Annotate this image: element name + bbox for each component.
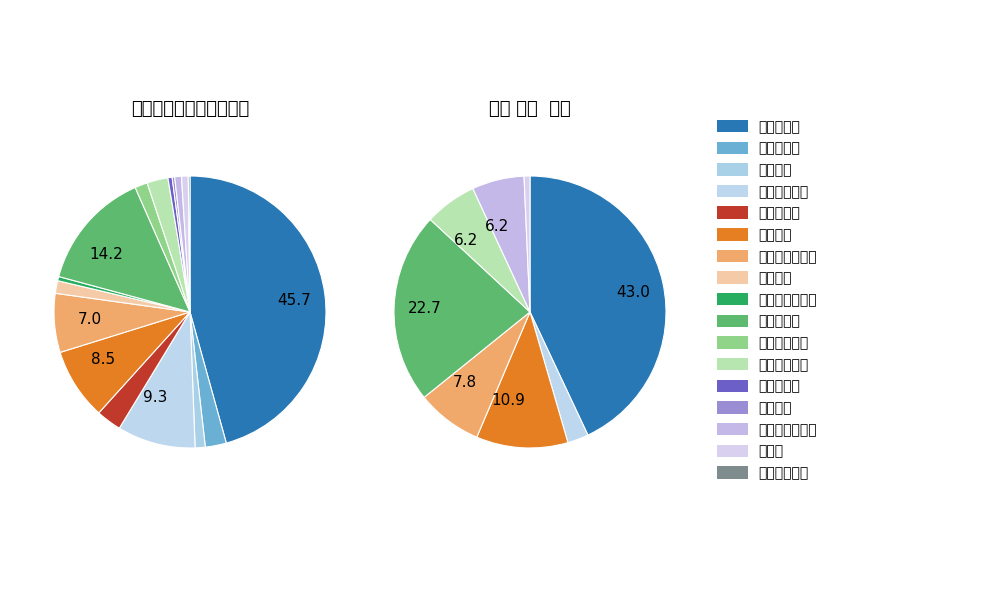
Text: 6.2: 6.2 (454, 233, 478, 248)
Wedge shape (188, 176, 190, 312)
Wedge shape (135, 183, 190, 312)
Wedge shape (190, 312, 226, 447)
Wedge shape (54, 293, 190, 352)
Wedge shape (119, 312, 195, 448)
Wedge shape (147, 178, 190, 312)
Text: 10.9: 10.9 (491, 393, 525, 408)
Wedge shape (168, 177, 190, 312)
Text: 22.7: 22.7 (408, 301, 442, 316)
Title: 若林 楽人  選手: 若林 楽人 選手 (489, 100, 571, 118)
Wedge shape (477, 312, 568, 448)
Text: 14.2: 14.2 (89, 247, 123, 262)
Text: 45.7: 45.7 (278, 293, 311, 308)
Title: パ・リーグ全プレイヤー: パ・リーグ全プレイヤー (131, 100, 249, 118)
Wedge shape (59, 188, 190, 312)
Wedge shape (424, 312, 530, 437)
Wedge shape (172, 177, 190, 312)
Text: 7.0: 7.0 (78, 312, 102, 327)
Wedge shape (60, 312, 190, 413)
Text: 8.5: 8.5 (91, 352, 116, 367)
Wedge shape (181, 176, 190, 312)
Wedge shape (55, 281, 190, 312)
Text: 7.8: 7.8 (453, 375, 477, 390)
Wedge shape (58, 277, 190, 312)
Wedge shape (530, 176, 666, 435)
Wedge shape (190, 176, 326, 443)
Wedge shape (473, 176, 530, 312)
Wedge shape (524, 176, 530, 312)
Wedge shape (175, 176, 190, 312)
Wedge shape (190, 312, 205, 448)
Wedge shape (530, 312, 588, 443)
Text: 9.3: 9.3 (143, 390, 168, 405)
Wedge shape (99, 312, 190, 428)
Wedge shape (394, 220, 530, 397)
Legend: ストレート, ツーシーム, シュート, カットボール, スプリット, フォーク, チェンジアップ, シンカー, 高速スライダー, スライダー, 縦スライダー, : ストレート, ツーシーム, シュート, カットボール, スプリット, フォーク,… (717, 120, 817, 480)
Text: 43.0: 43.0 (616, 285, 650, 300)
Text: 6.2: 6.2 (485, 218, 509, 233)
Wedge shape (430, 188, 530, 312)
